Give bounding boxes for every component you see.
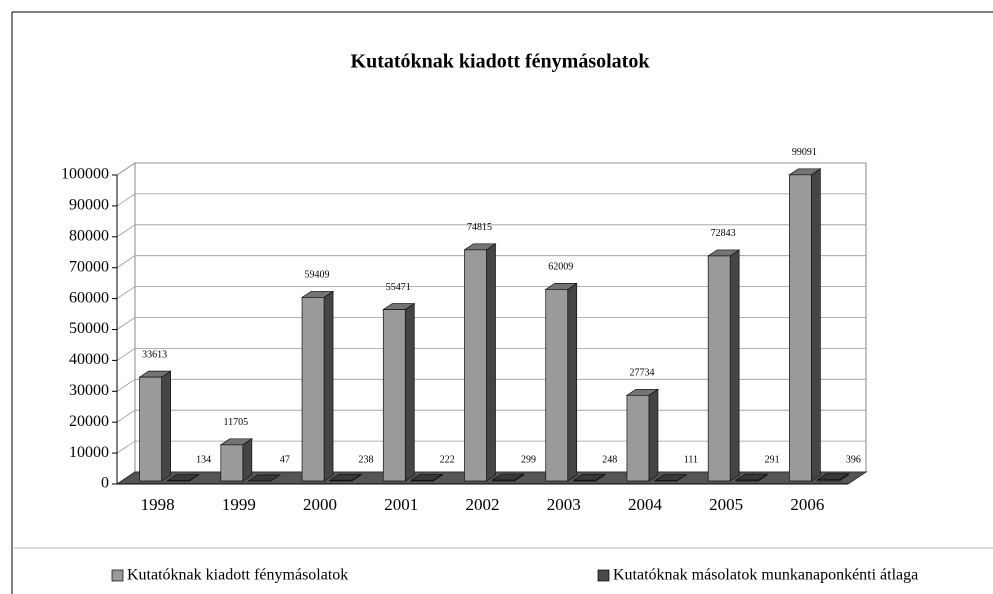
grid-line: [116, 193, 866, 207]
x-tick-label: 2001: [384, 495, 418, 514]
data-label: 396: [846, 454, 861, 465]
y-tick-label: 10000: [69, 444, 109, 461]
bar-side: [648, 388, 659, 482]
y-tick-label: 60000: [69, 289, 109, 306]
data-label: 55471: [386, 282, 411, 293]
grid-line: [116, 255, 866, 269]
data-label: 62009: [548, 262, 573, 273]
chart-title: Kutatóknak kiadott fénymásolatok: [351, 51, 651, 73]
bar: [817, 479, 840, 482]
bar: [301, 297, 325, 482]
y-tick-label: 0: [101, 475, 109, 492]
x-tick-label: 2005: [709, 495, 743, 514]
data-label: 238: [359, 454, 374, 465]
grid-line: [116, 409, 866, 423]
bar-side: [811, 168, 821, 482]
y-tick-label: 40000: [69, 351, 109, 368]
data-label: 11705: [224, 417, 249, 428]
x-tick-label: 2002: [466, 495, 500, 514]
bar: [735, 479, 759, 482]
data-label: 27734: [629, 368, 654, 379]
data-label: 33613: [142, 349, 167, 360]
x-tick-label: 2004: [628, 495, 663, 514]
bar-side: [729, 249, 740, 482]
x-tick-label: 2000: [303, 495, 337, 514]
data-label: 111: [684, 454, 698, 465]
legend-label: Kutatóknak másolatok munkanaponkénti átl…: [613, 567, 918, 584]
x-tick-label: 1999: [222, 495, 256, 514]
bar-side: [567, 282, 578, 482]
bar: [382, 309, 406, 482]
bar: [220, 444, 244, 482]
y-tick-label: 70000: [69, 258, 109, 275]
bar: [139, 376, 162, 482]
data-label: 99091: [792, 147, 817, 158]
bar-side: [486, 243, 496, 482]
bar: [573, 479, 597, 482]
x-tick-label: 1998: [141, 495, 175, 514]
y-tick-label: 30000: [69, 382, 109, 399]
grid-line: [116, 317, 866, 330]
bar-side: [404, 302, 415, 482]
bar: [789, 174, 812, 482]
bar-side: [323, 290, 334, 482]
data-label: 47: [280, 454, 290, 465]
bar: [707, 255, 731, 482]
bar: [410, 479, 434, 482]
grid-line: [116, 224, 866, 238]
y-tick-label: 20000: [69, 413, 109, 430]
y-tick-label: 100000: [61, 166, 109, 183]
grid-line: [116, 378, 866, 392]
legend-swatch: [597, 569, 610, 582]
data-label: 248: [602, 454, 617, 465]
y-tick-label: 80000: [69, 227, 109, 244]
bar: [545, 289, 569, 482]
bar-side: [161, 370, 171, 482]
data-label: 134: [196, 454, 211, 465]
data-label: 291: [765, 454, 780, 465]
bar: [626, 394, 650, 482]
legend-swatch: [111, 569, 124, 582]
data-label: 59409: [305, 270, 330, 281]
data-label: 299: [521, 454, 536, 465]
legend-label: Kutatóknak kiadott fénymásolatok: [127, 567, 348, 584]
grid-line: [116, 440, 866, 454]
grid-line: [116, 347, 866, 361]
bar-side: [242, 438, 253, 482]
bar: [329, 479, 353, 482]
data-label: 72843: [711, 228, 736, 239]
bar: [492, 479, 515, 482]
y-tick-label: 90000: [69, 197, 109, 214]
data-label: 222: [440, 454, 455, 465]
y-tick-label: 50000: [69, 320, 109, 337]
x-tick-label: 2003: [547, 495, 581, 514]
bar: [464, 249, 487, 482]
x-tick-label: 2006: [790, 495, 824, 514]
data-label: 74815: [467, 222, 492, 233]
grid-line: [116, 162, 866, 176]
grid-line: [116, 286, 866, 299]
